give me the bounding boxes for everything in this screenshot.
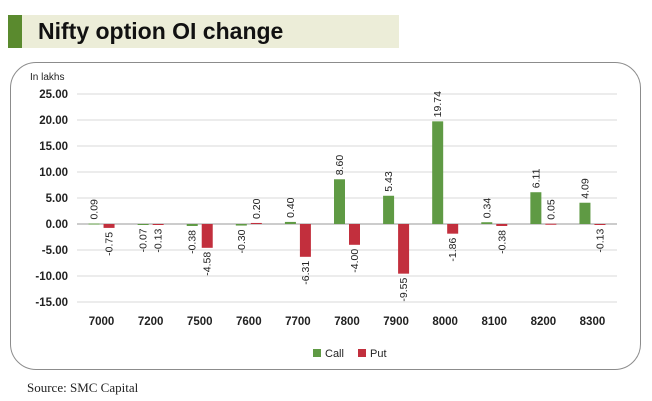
put-data-label: -0.38: [496, 230, 508, 254]
put-data-label: -0.13: [153, 229, 165, 253]
put-data-label: -6.31: [300, 261, 312, 285]
put-bar: [103, 224, 115, 228]
put-data-label: 0.05: [545, 199, 557, 220]
put-data-label: -0.75: [104, 232, 116, 256]
put-bar: [496, 224, 508, 226]
title-accent-bar: [8, 15, 22, 48]
call-bar: [88, 223, 100, 225]
x-tick-label: 8300: [580, 316, 606, 328]
y-tick-label: 5.00: [46, 193, 68, 205]
call-data-label: 8.60: [334, 155, 346, 176]
put-data-label: 0.20: [251, 198, 263, 219]
put-data-label: -0.13: [594, 229, 606, 253]
call-data-label: -0.07: [138, 228, 150, 252]
put-data-label: -9.55: [398, 278, 410, 302]
put-bar: [250, 222, 262, 224]
call-bar: [579, 202, 591, 224]
put-bar: [398, 224, 410, 274]
x-tick-label: 7700: [285, 316, 311, 328]
call-data-label: 0.09: [89, 199, 101, 220]
y-tick-label: 10.00: [39, 167, 68, 179]
y-tick-label: -15.00: [35, 297, 68, 309]
put-bar: [594, 224, 606, 225]
call-bar: [186, 224, 198, 226]
y-tick-label: -10.00: [35, 271, 68, 283]
call-data-label: -0.30: [236, 229, 248, 253]
y-unit-label: In lakhs: [30, 72, 64, 83]
x-tick-label: 7600: [236, 316, 262, 328]
call-bar: [383, 195, 395, 224]
put-bar: [545, 223, 557, 225]
x-tick-label: 8100: [481, 316, 507, 328]
y-tick-label: 15.00: [39, 141, 68, 153]
call-bar: [235, 224, 247, 226]
call-bar: [481, 222, 493, 224]
x-tick-label: 7000: [89, 316, 115, 328]
put-bar: [349, 224, 360, 245]
source-note: Source: SMC Capital: [27, 380, 139, 395]
legend-swatch-call: [313, 349, 321, 357]
x-tick-label: 8000: [432, 316, 458, 328]
put-data-label: -4.00: [349, 249, 361, 273]
call-data-label: 0.40: [285, 197, 297, 218]
page-title: Nifty option OI change: [38, 18, 284, 44]
y-tick-label: 20.00: [39, 115, 68, 127]
call-bar: [334, 179, 345, 224]
y-tick-label: 0.00: [46, 219, 68, 231]
put-data-label: -4.58: [202, 252, 214, 276]
call-data-label: 0.34: [481, 198, 493, 219]
call-data-label: 5.43: [383, 171, 395, 192]
legend-label-put: Put: [370, 348, 387, 360]
x-tick-label: 7900: [383, 316, 409, 328]
put-bar: [152, 224, 164, 225]
title-bar: Nifty option OI change: [8, 15, 399, 48]
y-tick-label: 25.00: [39, 89, 68, 101]
call-bar: [432, 121, 444, 224]
y-tick-label: -5.00: [42, 245, 68, 257]
x-tick-label: 8200: [531, 316, 557, 328]
put-bar: [447, 224, 459, 234]
call-bar: [137, 224, 149, 225]
x-tick-label: 7800: [334, 316, 360, 328]
legend-swatch-put: [358, 349, 366, 357]
call-data-label: 4.09: [579, 178, 591, 199]
call-data-label: 19.74: [432, 91, 444, 117]
call-data-label: -0.38: [187, 230, 199, 254]
call-bar: [530, 192, 542, 224]
call-data-label: 6.11: [530, 168, 542, 188]
x-tick-label: 7500: [187, 316, 213, 328]
put-bar: [299, 224, 311, 257]
put-bar: [201, 224, 213, 248]
x-tick-label: 7200: [138, 316, 164, 328]
call-bar: [284, 221, 296, 224]
put-data-label: -1.86: [447, 238, 459, 262]
legend-label-call: Call: [325, 348, 344, 360]
